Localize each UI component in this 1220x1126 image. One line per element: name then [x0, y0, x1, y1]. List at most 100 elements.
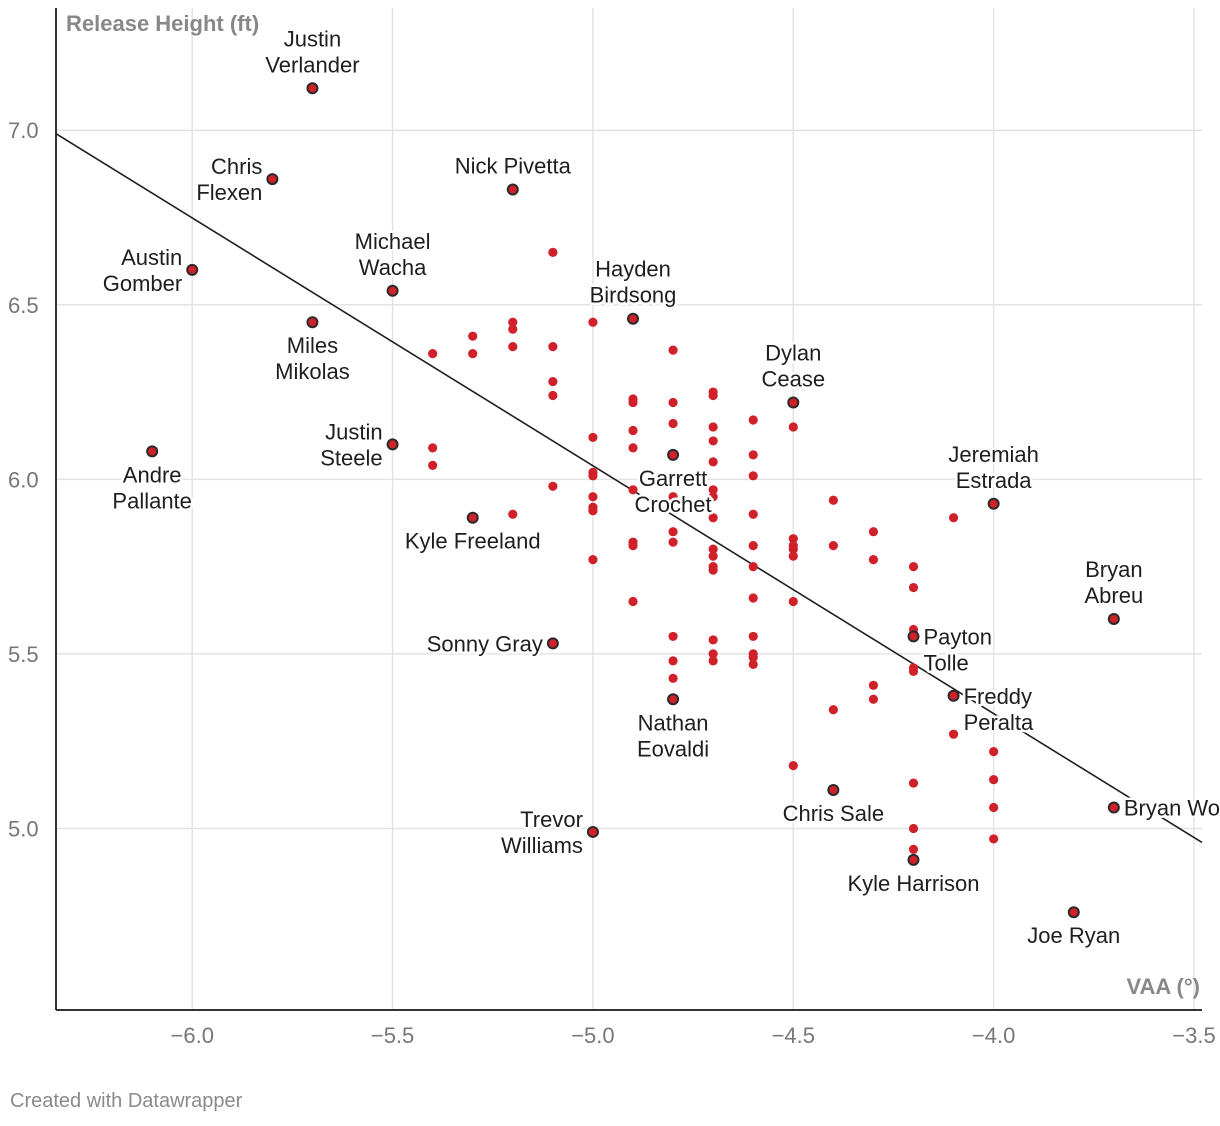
- point-label-line: Tolle: [923, 650, 968, 675]
- labeled-point: [627, 312, 640, 325]
- point-label: Sonny Gray: [427, 631, 543, 656]
- point-label-line: Verlander: [265, 52, 359, 77]
- scatter-point: [588, 471, 598, 481]
- x-tick-label: −5.5: [371, 1023, 414, 1048]
- point-label-line: Sonny Gray: [427, 631, 543, 656]
- scatter-point: [748, 471, 758, 481]
- point-label-line: Steele: [320, 445, 382, 470]
- point-label: Andre Pallante: [112, 462, 192, 513]
- scatter-point: [708, 635, 718, 645]
- point-label: Miles Mikolas: [275, 333, 350, 384]
- labeled-point: [466, 511, 479, 524]
- scatter-point: [428, 460, 438, 470]
- x-tick-label: −3.5: [1172, 1023, 1215, 1048]
- labeled-point: [907, 630, 920, 643]
- scatter-point: [628, 596, 638, 607]
- scatter-point: [908, 844, 919, 855]
- scatter-point: [989, 802, 999, 813]
- point-label: Garrett Crochet: [635, 466, 712, 517]
- point-label-line: Peralta: [964, 710, 1034, 735]
- labeled-point: [827, 784, 840, 797]
- point-label-line: Bryan: [1085, 557, 1142, 582]
- tick-labels: −6.0 −5.5 −5.0 −4.5 −4.0 −3.5 5.0 5.5 6.0 6.5 7.0: [8, 118, 1216, 1048]
- point-label-line: Trevor: [520, 807, 583, 832]
- point-label: Justin Steele: [320, 419, 382, 470]
- scatter-point: [748, 509, 758, 519]
- scatter-point: [668, 418, 678, 429]
- labeled-point: [667, 693, 680, 706]
- scatter-point: [748, 541, 758, 551]
- scatter-point: [828, 495, 838, 505]
- point-label: Jeremiah Estrada: [948, 442, 1038, 493]
- scatter-point: [748, 593, 758, 603]
- scatter-point: [828, 541, 838, 551]
- x-tick-label: −4.5: [772, 1023, 815, 1048]
- scatter-point: [828, 705, 838, 715]
- point-label: Freddy Peralta: [964, 684, 1034, 735]
- labeled-point: [907, 853, 920, 866]
- labeled-point: [306, 316, 319, 329]
- point-label-line: Dylan: [765, 341, 821, 366]
- scatter-point: [708, 436, 718, 446]
- data-points: [146, 82, 1120, 919]
- scatter-point: [868, 680, 879, 690]
- scatter-point: [788, 551, 798, 561]
- point-label-line: Abreu: [1084, 583, 1143, 608]
- point-label-line: Nathan: [638, 710, 709, 735]
- scatter-point: [748, 631, 758, 642]
- scatter-point: [428, 349, 438, 359]
- scatter-point: [908, 666, 919, 676]
- scatter-point: [708, 513, 718, 523]
- point-label-line: Williams: [501, 833, 583, 858]
- scatter-point: [788, 422, 798, 432]
- labeled-point: [987, 497, 1000, 510]
- footer-credit: Created with Datawrapper: [10, 1090, 243, 1112]
- scatter-point: [868, 694, 879, 704]
- point-label: Dylan Cease: [761, 341, 825, 392]
- labeled-point: [266, 173, 279, 186]
- scatter-point: [748, 450, 758, 460]
- scatter-point: [989, 834, 999, 844]
- scatter-point: [588, 506, 598, 516]
- labeled-point: [1067, 906, 1080, 919]
- point-label-line: Estrada: [956, 468, 1033, 493]
- point-label: Joe Ryan: [1027, 923, 1120, 948]
- point-label-line: Jeremiah: [948, 442, 1038, 467]
- point-label: Hayden Birdsong: [590, 257, 677, 308]
- point-label: Payton Tolle: [923, 624, 992, 675]
- scatter-point: [708, 492, 718, 502]
- scatter-point: [628, 425, 638, 436]
- point-label-line: Chris: [211, 154, 262, 179]
- scatter-point: [708, 390, 718, 401]
- point-label-line: Freddy: [964, 684, 1032, 709]
- scatter-point: [708, 544, 718, 554]
- point-label-line: Kyle Freeland: [405, 529, 541, 554]
- x-tick-label: −4.0: [972, 1023, 1015, 1048]
- labeled-point: [306, 82, 319, 95]
- point-label: Chris Flexen: [196, 154, 262, 205]
- scatter-point: [788, 544, 798, 554]
- scatter-point: [628, 485, 638, 495]
- labeled-point: [546, 637, 559, 650]
- point-label-line: Kyle Harrison: [847, 871, 979, 896]
- point-labels: Justin Verlander Chris Flexen Nick Pivetta Mi…: [100, 24, 1220, 951]
- point-label-line: Nick Pivetta: [455, 154, 572, 179]
- point-label-line: Justin: [284, 26, 341, 51]
- scatter-point: [508, 324, 518, 334]
- scatter-point: [708, 551, 718, 561]
- point-label-line: Chris Sale: [783, 801, 884, 826]
- point-label-line: Andre: [123, 462, 182, 487]
- labeled-point: [146, 445, 159, 458]
- scatter-point: [508, 317, 518, 327]
- point-label: Kyle Freeland: [405, 529, 541, 554]
- scatter-point: [668, 673, 678, 683]
- scatter-point: [468, 331, 478, 341]
- x-tick-label: −5.0: [571, 1023, 614, 1048]
- scatter-point: [628, 397, 638, 408]
- scatter-point: [708, 656, 718, 666]
- labeled-point: [386, 438, 399, 451]
- point-label-line: Joe Ryan: [1027, 923, 1120, 948]
- point-label-line: Hayden: [595, 257, 671, 282]
- labeled-point: [186, 263, 199, 276]
- scatter-point: [868, 555, 879, 565]
